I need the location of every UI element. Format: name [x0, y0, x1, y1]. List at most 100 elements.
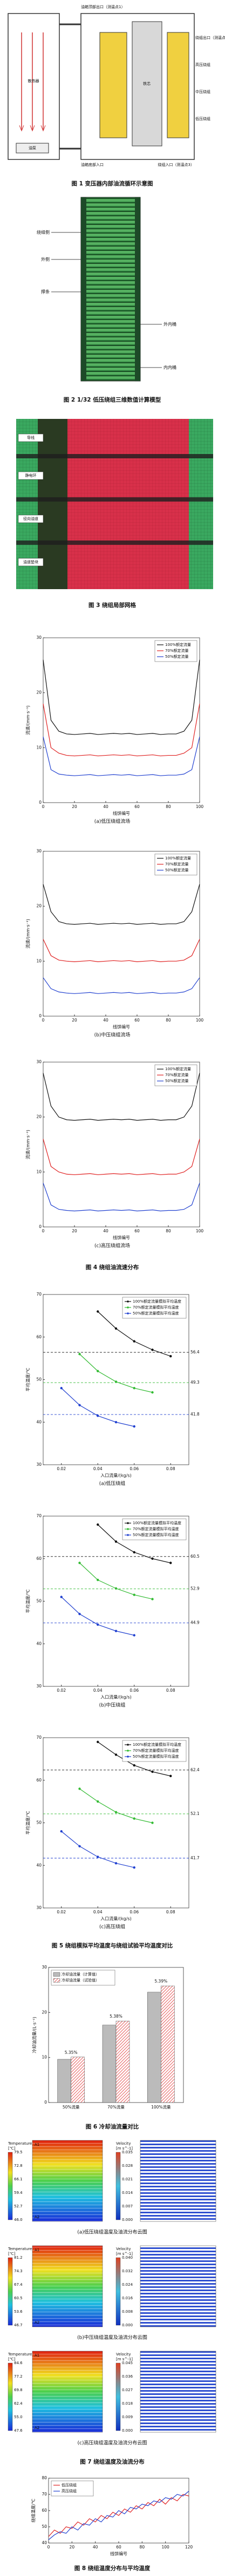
marker-label: A2	[35, 2215, 39, 2219]
reference-label: 52.1	[190, 1811, 200, 1816]
figure-caption: 图 4 绕组油流速分布	[86, 1264, 139, 1271]
colorbar-tick: 0.036	[122, 2374, 133, 2379]
series-line	[61, 1597, 134, 1636]
colorbar-tick: 0.007	[122, 2204, 133, 2208]
legend-marker	[127, 1522, 129, 1524]
x-tick-label: 20	[72, 1018, 77, 1023]
colorbar-title: Velocity	[116, 2247, 131, 2251]
data-point	[97, 1578, 99, 1581]
x-tick-label: 0.04	[93, 1910, 103, 1914]
velocity-field	[140, 2351, 216, 2433]
data-point	[97, 1370, 99, 1372]
bar	[161, 1985, 175, 2103]
y-tick-label: 10	[36, 958, 42, 963]
fig2-model	[51, 197, 162, 382]
y-tick-label: 20	[36, 904, 42, 909]
y-tick-label: 60	[36, 1556, 42, 1561]
y-tick-label: 50	[36, 1377, 42, 1382]
data-point	[60, 1830, 63, 1833]
data-point	[151, 1598, 154, 1600]
subcaption: (b)中压绕组温度及油流分布云图	[77, 2334, 147, 2341]
data-point	[114, 1811, 118, 1814]
colorbar-unit: [℃]	[8, 2252, 16, 2256]
subcaption: (b)中压绕组	[99, 1702, 126, 1709]
x-axis-label: 线饼编号	[113, 811, 130, 816]
subcaption: (c)高压绕组流场	[94, 1243, 130, 1249]
x-tick-label: 0.02	[57, 1910, 66, 1914]
diagram-label: 铁芯	[143, 81, 151, 86]
bar	[115, 2020, 130, 2103]
data-point	[169, 1774, 172, 1778]
label-box	[18, 515, 44, 523]
legend-label: 100%额定流量模拟平均温度	[133, 1299, 181, 1304]
figure-caption: 图 1 变压器内部油流循环示意图	[71, 180, 153, 187]
marker-label: A2	[35, 2426, 39, 2430]
y-tick-label: 0	[39, 1013, 42, 1018]
y-tick-label: 40	[36, 1863, 42, 1867]
label-box	[18, 558, 44, 566]
data-point	[114, 1380, 118, 1383]
colorbar-tick: 79.5	[14, 2150, 23, 2154]
y-tick-label: 70	[36, 1292, 42, 1297]
subcaption: (a)低压绕组流场	[94, 818, 131, 825]
x-tick-label: 0.06	[129, 1688, 139, 1693]
bar-annotation: 5.35%	[65, 2050, 78, 2055]
legend-label: 50%额定流量模拟平均温度	[133, 1754, 179, 1759]
series-line	[48, 2494, 189, 2537]
colorbar-tick: 66.1	[14, 2177, 23, 2181]
data-point	[78, 1404, 81, 1406]
data-point	[169, 1354, 172, 1358]
y-tick-label: 40	[36, 1419, 42, 1424]
plot-frame	[43, 851, 200, 1017]
colorbar-tick: 0.009	[122, 2415, 133, 2419]
y-tick-label: 60	[36, 1334, 42, 1339]
data-point	[151, 1821, 154, 1824]
y-axis-label: 平均温度/℃	[25, 1590, 31, 1613]
subcaption: (a)低压绕组	[99, 1480, 126, 1487]
colorbar-unit: [m s^-1]	[116, 2146, 133, 2151]
colorbar	[8, 2152, 13, 2220]
y-tick-label: 50	[42, 2524, 47, 2529]
colorbar	[115, 2363, 121, 2431]
mesh-label: 静电环	[25, 473, 37, 478]
data-point	[78, 1845, 81, 1848]
x-tick-label: 80	[166, 1229, 171, 1233]
y-tick-label: 70	[36, 1735, 42, 1740]
x-tick-label: 100	[196, 1229, 204, 1233]
reference-label: 41.7	[190, 1856, 200, 1860]
data-point	[60, 1387, 63, 1390]
data-point	[60, 1596, 63, 1598]
data-point	[97, 1856, 99, 1858]
y-tick-label: 30	[36, 1059, 42, 1064]
series-line	[43, 1139, 200, 1176]
x-tick-label: 100%流量	[151, 2104, 171, 2110]
data-point	[97, 1740, 99, 1744]
subcaption: (b)中压绕组流场	[94, 1032, 131, 1038]
data-point	[151, 1349, 154, 1351]
data-point	[114, 1421, 118, 1424]
reference-label: 44.9	[190, 1620, 200, 1625]
x-tick-label: 60	[116, 2545, 121, 2550]
x-tick-label: 0	[42, 804, 45, 809]
data-point	[114, 1630, 118, 1632]
data-point	[97, 1623, 99, 1626]
model-label: 外内桶	[163, 322, 176, 327]
legend-box	[51, 1970, 115, 1986]
marker-label: A1	[35, 2248, 39, 2252]
y-axis-label: 流速/(mm·s⁻¹)	[25, 705, 31, 735]
legend-box	[122, 1518, 187, 1540]
data-point	[97, 1414, 99, 1417]
bar-annotation: 5.38%	[110, 2014, 122, 2019]
colorbar-tick: 0.027	[122, 2388, 133, 2392]
legend-label: 70%额定流量模拟平均温度	[133, 1748, 179, 1753]
figure-caption: 图 3 绕组局部网格	[88, 602, 137, 609]
mesh-label: 导线	[27, 435, 35, 440]
data-point	[133, 1817, 135, 1820]
bar	[102, 2025, 117, 2103]
x-tick-label: 40	[103, 1229, 108, 1233]
series-line	[61, 1831, 134, 1868]
data-point	[78, 1561, 81, 1564]
legend-label: 低压绕组	[62, 2482, 77, 2487]
colorbar-tick: 52.7	[14, 2204, 23, 2208]
colorbar-tick: 0.000	[122, 2428, 133, 2433]
